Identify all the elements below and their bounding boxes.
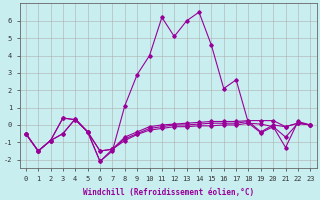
X-axis label: Windchill (Refroidissement éolien,°C): Windchill (Refroidissement éolien,°C) — [83, 188, 254, 197]
